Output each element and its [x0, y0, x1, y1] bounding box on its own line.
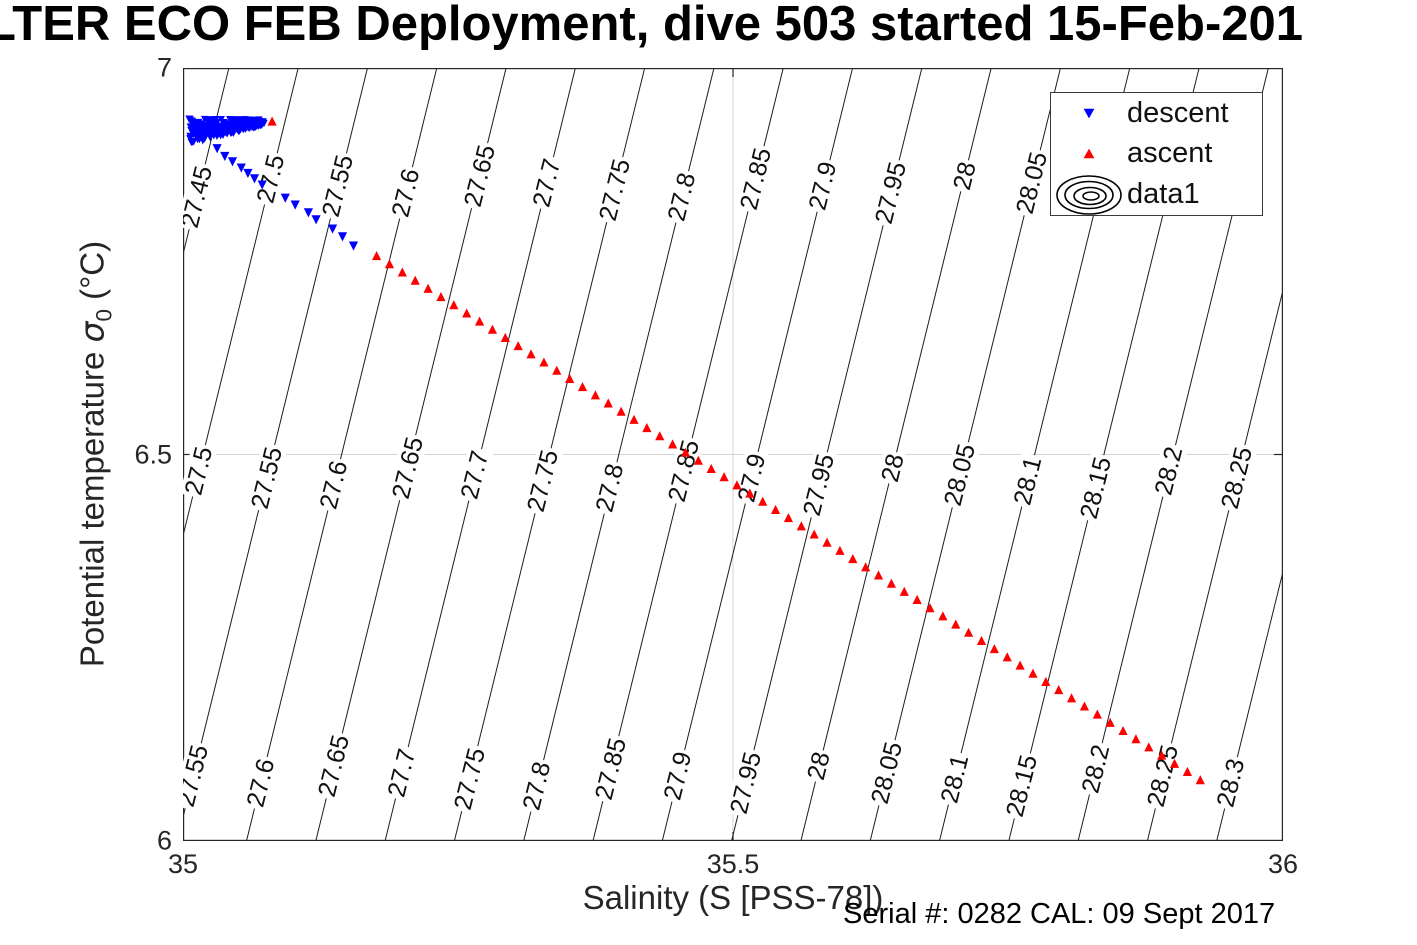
contour-label: 27.55	[183, 740, 214, 812]
sigma-symbol: σ	[72, 321, 112, 343]
ascent-marker-icon	[1051, 148, 1127, 160]
contour-label: 27.6	[314, 456, 354, 514]
contour-label: 28.25	[1142, 740, 1185, 812]
contour-label: 27.65	[313, 730, 356, 802]
contour-label: 27.85	[734, 143, 777, 215]
contour-label: 27.7	[527, 154, 567, 212]
sigma-subscript: 0	[91, 309, 117, 322]
contour-label: 27.95	[797, 449, 841, 521]
contour-label: 27.55	[245, 442, 288, 514]
contour-label: 28.3	[1211, 754, 1251, 812]
legend-label-data1: data1	[1127, 178, 1200, 211]
contour-label: 27.9	[658, 747, 698, 805]
legend-label-descent: descent	[1127, 96, 1229, 129]
contour-label: 28.1	[1008, 452, 1048, 511]
contour-label: 27.95	[869, 157, 913, 229]
y-axis-label-text: Potential temperature	[73, 342, 111, 668]
contour-label: 27.5	[183, 442, 218, 500]
chart-title: LTER ECO FEB Deployment, dive 503 starte…	[0, 0, 1304, 51]
contour-label: 27.9	[732, 449, 771, 507]
legend-item-ascent: ascent	[1051, 134, 1262, 174]
serial-annotation: Serial #: 0282 CAL: 09 Sept 2017	[843, 898, 1276, 930]
y-tick-label: 6.5	[134, 439, 172, 469]
x-axis-label: Salinity (S [PSS-78])	[582, 879, 884, 916]
contour-label: 28	[875, 448, 910, 487]
legend: descent ascent data1	[1050, 92, 1263, 216]
legend-label-ascent: ascent	[1127, 137, 1213, 170]
contour-label: 27.9	[803, 157, 843, 215]
contour-label: 28.2	[1149, 442, 1189, 500]
contour-label: 28	[802, 746, 837, 785]
x-tick-label: 35.5	[706, 849, 760, 879]
legend-item-descent: descent	[1051, 93, 1262, 133]
isopycnal-line	[183, 68, 230, 257]
contour-label: 27.5	[251, 150, 291, 209]
contour-label: 27.8	[517, 757, 557, 816]
contour-label: 27.55	[317, 150, 360, 222]
contour-rings-icon	[1051, 174, 1127, 216]
contour-label: 27.85	[662, 435, 706, 507]
descent-marker-icon	[1051, 107, 1127, 119]
x-tick-label: 36	[1267, 849, 1299, 879]
contour-label: 27.75	[521, 446, 564, 517]
contour-label: 28.05	[865, 737, 909, 808]
contour-label: 27.8	[590, 459, 630, 518]
contour-label: 28	[947, 157, 982, 195]
contour-label: 27.6	[386, 164, 426, 222]
contour-label: 27.6	[241, 754, 281, 812]
legend-item-data1: data1	[1051, 174, 1262, 216]
contour-label: 27.7	[455, 445, 495, 504]
contour-label: 28.25	[1215, 442, 1258, 514]
contour-label: 27.75	[448, 744, 491, 815]
contour-label: 27.8	[662, 167, 702, 226]
contour-label: 27.65	[458, 140, 501, 212]
contour-label: 28.05	[939, 439, 982, 510]
contour-label: 27.85	[589, 733, 632, 805]
contour-label: 28.2	[1076, 740, 1116, 798]
contour-label: 28.1	[935, 750, 974, 809]
contour-label: 27.95	[724, 747, 767, 819]
contour-label: 28.15	[1000, 750, 1044, 822]
y-tick-label: 7	[156, 52, 172, 83]
contour-label: 27.45	[183, 161, 218, 233]
contour-label: 27.75	[593, 154, 636, 226]
contour-label: 27.65	[386, 432, 429, 504]
x-tick-label: 35	[167, 849, 199, 879]
contour-label: 28.05	[1010, 147, 1054, 219]
y-axis-label-units: (°C)	[73, 240, 111, 310]
contour-label: 27.7	[382, 743, 422, 802]
contour-label: 28.15	[1074, 452, 1117, 524]
y-tick-label: 6	[156, 825, 172, 856]
